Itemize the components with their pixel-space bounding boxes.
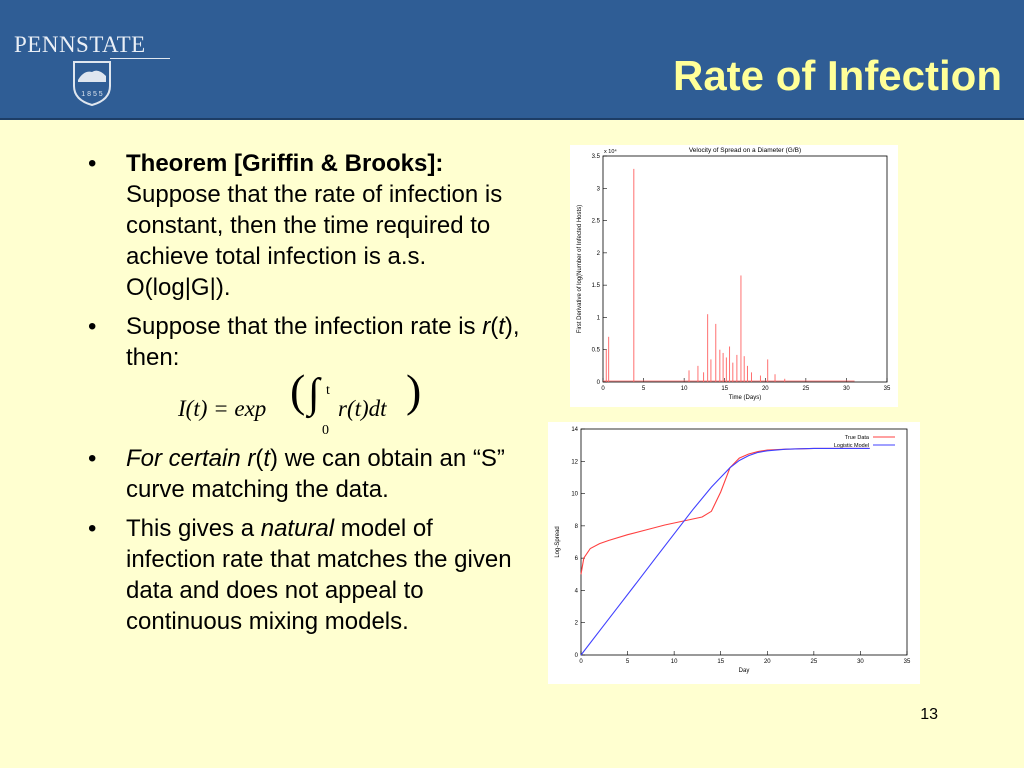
bullet-text: This gives a (126, 515, 261, 542)
paren: ( (255, 445, 264, 472)
bullet-text-end: ), then: (126, 313, 520, 371)
legend-label: Logistic Model (834, 443, 869, 449)
y-tick-label: 1.5 (592, 283, 601, 289)
bullet-dot-icon: • (88, 515, 97, 542)
y-tick-label: 0.5 (592, 348, 601, 354)
x-tick-label: 20 (764, 659, 771, 665)
y-tick-label: 2 (575, 621, 579, 627)
y-axis-label: Log-Spread (555, 526, 561, 557)
x-tick-label: 35 (904, 659, 911, 665)
slide-body: • Theorem [Griffin & Brooks]: Suppose th… (88, 148, 528, 645)
velocity-chart-svg: 0 5 10 15 20 25 30 35 0 0.5 1 1.5 2 2.5 3 3.5 Velocity o… (577, 147, 891, 401)
var-r: r (247, 445, 256, 472)
slide-header: PENNSTATE 1 8 5 5 Rate of Infection (0, 0, 1024, 120)
bullet-dot-icon: • (88, 313, 97, 340)
y-tick-label: 3.5 (592, 154, 601, 160)
bullet-italic: natural (260, 515, 335, 542)
logo-wordmark: PENNSTATE (14, 32, 146, 57)
bullet-text-end: model of infection rate that matches the… (126, 515, 512, 635)
x-axis-label: Time (Days) (729, 395, 761, 401)
bullet-list: • Theorem [Griffin & Brooks]: Suppose th… (88, 148, 528, 373)
formula-close-paren: ) (406, 365, 422, 416)
var-r: r (482, 313, 491, 340)
x-tick-label: 0 (579, 659, 583, 665)
bullet-dot-icon: • (88, 150, 97, 177)
x-tick-label: 5 (626, 659, 630, 665)
plot-frame (580, 428, 908, 656)
y-tick-label: 0 (575, 653, 579, 659)
x-tick-label: 30 (857, 659, 864, 665)
integral-upper: t (326, 383, 330, 398)
x-tick-label: 5 (642, 386, 646, 392)
slide-title: Rate of Infection (672, 52, 1002, 99)
y-tick-label: 10 (571, 492, 578, 498)
slide-number: 13 (920, 706, 938, 723)
y-tick-label: 2.5 (592, 219, 601, 225)
bullet-theorem: • Theorem [Griffin & Brooks]: Suppose th… (88, 148, 528, 303)
bullet-italic: For certain (126, 445, 248, 472)
formula-lhs: I(t) = exp (178, 396, 267, 421)
bullet-text: Suppose that the infection rate is (126, 313, 483, 340)
plot-frame (602, 155, 888, 383)
y-tick-label: 1 (597, 315, 601, 321)
bullet-text: ) we can obtain an “S” curve matching th… (126, 445, 505, 503)
y-tick-label: 2 (597, 251, 601, 257)
x-tick-label: 25 (811, 659, 818, 665)
y-tick-label: 6 (575, 556, 579, 562)
nittany-lion-shield-icon: 1 8 5 5 (73, 61, 111, 106)
integral-sign: ∫ (308, 371, 320, 417)
x-tick-label: 15 (721, 386, 728, 392)
log-spread-chart: 0 5 10 15 20 25 30 35 0 2 4 6 8 10 12 14 Day Log-Spread Tr… (548, 422, 920, 684)
x-tick-label: 10 (681, 386, 688, 392)
log-spread-chart-svg: 0 5 10 15 20 25 30 35 0 2 4 6 8 10 12 14 Day Log-Spread Tr… (555, 427, 911, 674)
x-tick-label: 20 (762, 386, 769, 392)
x-tick-label: 0 (601, 386, 605, 392)
formula-integrand: r(t)dt (338, 396, 387, 421)
bullet-natural-model: • This gives a natural model of infectio… (88, 513, 528, 637)
x-tick-label: 35 (884, 386, 891, 392)
logo-rule (110, 58, 170, 59)
x-tick-label: 15 (717, 659, 724, 665)
y-tick-label: 4 (575, 588, 579, 594)
y-tick-label: 0 (597, 380, 601, 386)
series-line-1 (580, 447, 870, 656)
x-axis-label: Day (739, 668, 750, 674)
velocity-chart: 0 5 10 15 20 25 30 35 0 0.5 1 1.5 2 2.5 3 3.5 Velocity o… (570, 145, 898, 407)
bullet-infection-rate: • Suppose that the infection rate is r(t… (88, 311, 528, 373)
var-t: t (498, 313, 505, 340)
series-line-0 (580, 447, 870, 575)
y-tick-label: 12 (571, 459, 578, 465)
chart-title: Velocity of Spread on a Diameter (G/B) (689, 147, 801, 154)
theorem-label: Theorem [Griffin & Brooks]: (126, 150, 444, 177)
legend-label: True Data (845, 435, 870, 441)
logo-year: 1 8 5 5 (81, 91, 103, 98)
integral-lower: 0 (322, 423, 329, 438)
x-tick-label: 10 (671, 659, 678, 665)
formula: I(t) = exp ( ∫ t 0 r(t)dt ) (126, 365, 528, 439)
bullet-s-curve: • For certain r(t) we can obtain an “S” … (88, 443, 528, 505)
x-tick-label: 25 (803, 386, 810, 392)
y-axis-label: First Derivative of log(Number of Infect… (577, 205, 583, 333)
penn-state-logo: PENNSTATE 1 8 5 5 (8, 30, 170, 112)
y-multiplier-label: x 10⁴ (604, 148, 617, 155)
paren: ( (490, 313, 499, 340)
bullet-list-2: • For certain r(t) we can obtain an “S” … (88, 443, 528, 637)
x-tick-label: 30 (843, 386, 850, 392)
var-t: t (263, 445, 271, 472)
y-tick-label: 3 (597, 186, 601, 192)
formula-open-paren: ( (290, 365, 306, 416)
bullet-dot-icon: • (88, 445, 97, 472)
y-tick-label: 8 (575, 524, 579, 530)
theorem-text: Suppose that the rate of infection is co… (126, 181, 503, 301)
y-tick-label: 14 (571, 427, 578, 433)
